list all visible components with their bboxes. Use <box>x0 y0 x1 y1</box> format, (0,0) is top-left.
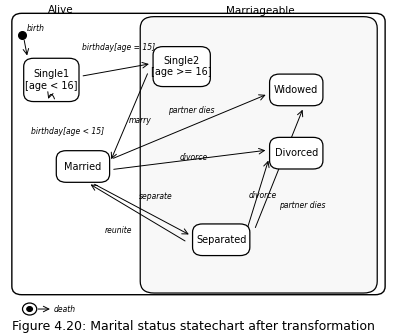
FancyBboxPatch shape <box>24 58 79 102</box>
Circle shape <box>27 307 32 311</box>
Text: partner dies: partner dies <box>168 106 215 115</box>
FancyBboxPatch shape <box>140 17 377 293</box>
Text: Single2
[age >= 16]: Single2 [age >= 16] <box>151 56 212 77</box>
FancyBboxPatch shape <box>153 47 210 87</box>
Text: birthday[age < 15]: birthday[age < 15] <box>30 127 104 136</box>
Text: death: death <box>54 304 76 314</box>
FancyBboxPatch shape <box>12 13 385 295</box>
Text: Alive: Alive <box>49 5 74 15</box>
Text: Single1
[age < 16]: Single1 [age < 16] <box>25 69 77 91</box>
FancyBboxPatch shape <box>269 137 323 169</box>
Text: divorce: divorce <box>248 191 277 200</box>
Text: Separated: Separated <box>196 235 246 245</box>
Text: Widowed: Widowed <box>274 85 318 95</box>
FancyBboxPatch shape <box>56 151 109 182</box>
Text: Married: Married <box>64 162 102 171</box>
Text: separate: separate <box>139 192 173 201</box>
Text: Marriageable: Marriageable <box>226 6 295 16</box>
Text: marry: marry <box>129 116 152 125</box>
Text: reunite: reunite <box>105 226 132 235</box>
Text: divorce: divorce <box>179 153 208 162</box>
Text: partner dies: partner dies <box>279 201 326 210</box>
FancyBboxPatch shape <box>269 74 323 106</box>
Text: birthday[age = 15]: birthday[age = 15] <box>82 43 155 52</box>
Text: Figure 4.20: Marital status statechart after transformation: Figure 4.20: Marital status statechart a… <box>12 320 375 333</box>
Text: birth: birth <box>26 24 45 33</box>
FancyBboxPatch shape <box>193 224 250 256</box>
Text: Divorced: Divorced <box>275 148 318 158</box>
